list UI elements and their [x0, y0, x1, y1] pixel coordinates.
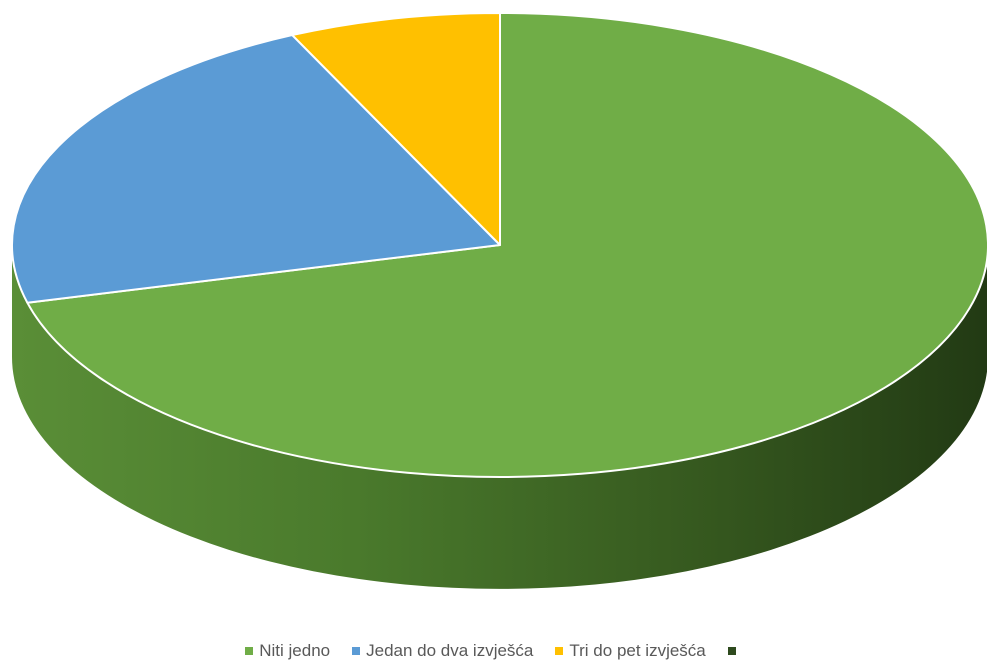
- legend-swatch-niti-jedno: [245, 647, 254, 655]
- legend-label-niti-jedno: Niti jedno: [259, 641, 331, 660]
- legend-item-niti-jedno: Niti jedno: [245, 641, 330, 661]
- legend-swatch-unlabeled: [727, 647, 736, 655]
- legend-label-tri-do-pet: Tri do pet izvješća: [569, 641, 706, 660]
- pie-slices: [11, 12, 987, 478]
- legend-swatch-tri-do-pet: [555, 647, 564, 655]
- legend-item-jedan-do-dva: Jedan do dva izvješća: [352, 641, 533, 661]
- pie-slice-3: [291, 12, 501, 246]
- legend-swatch-jedan-do-dva: [352, 647, 361, 655]
- legend-label-jedan-do-dva: Jedan do dva izvješća: [366, 641, 534, 660]
- legend-item-unlabeled: [727, 647, 742, 655]
- legend-item-tri-do-pet: Tri do pet izvješća: [555, 641, 706, 661]
- pie-slice-1: [26, 12, 987, 478]
- chart-legend: Niti jedno Jedan do dva izvješća Tri do …: [0, 639, 987, 663]
- pie-slice-2: [11, 34, 501, 304]
- pie-side-surface: [12, 245, 987, 589]
- pie-side-wall: [12, 245, 987, 589]
